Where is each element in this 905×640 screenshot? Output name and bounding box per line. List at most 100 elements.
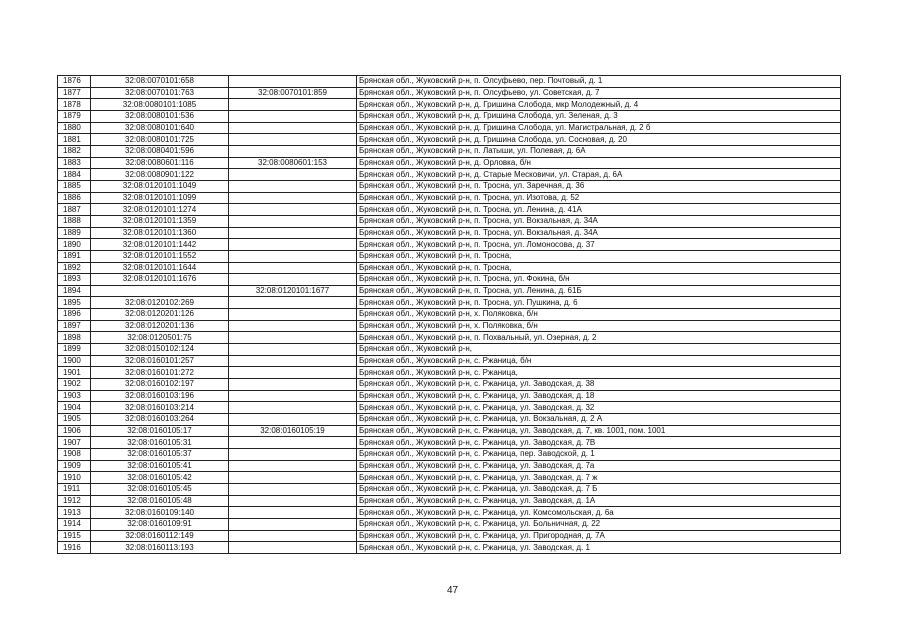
related-cadastral-number-cell (228, 471, 357, 484)
cadastral-number-cell: 32:08:0080101:725 (90, 133, 229, 146)
address-cell: Брянская обл., Жуковский р-н, д. Орловка… (356, 156, 841, 170)
table-body: 1876 32:08:0070101:658 Брянская обл., Жуко… (57, 75, 841, 554)
row-number-cell: 1888 (57, 214, 91, 228)
related-cadastral-number-cell (228, 296, 357, 310)
related-cadastral-number-cell (228, 506, 357, 519)
table-row: 1885 32:08:0120101:1049 Брянская обл., Жук… (57, 179, 841, 193)
row-number-cell: 1913 (57, 506, 91, 519)
address-cell: Брянская обл., Жуковский р-н, с. Ржаница… (356, 506, 841, 519)
related-cadastral-number-cell (228, 448, 357, 461)
table-row: 1909 32:08:0160105:41 Брянская обл., Жуков… (57, 459, 841, 473)
address-cell: Брянская обл., Жуковский р-н, д. Старые … (356, 168, 841, 181)
related-cadastral-number-cell (228, 331, 357, 345)
cadastral-number-cell: 32:08:0080101:640 (90, 121, 229, 135)
address-cell: Брянская обл., Жуковский р-н, с. Ржаница… (356, 354, 841, 368)
row-number-cell: 1887 (57, 203, 91, 216)
address-cell: Брянская обл., Жуковский р-н, п. Тросна, (356, 249, 841, 263)
row-number-cell: 1897 (57, 319, 91, 333)
row-number-cell: 1892 (57, 261, 91, 275)
related-cadastral-number-cell (228, 179, 357, 193)
cadastral-number-cell: 32:08:0120201:126 (90, 308, 229, 321)
address-cell: Брянская обл., Жуковский р-н, с. Ржаница… (356, 471, 841, 484)
row-number-cell: 1893 (57, 273, 91, 286)
table-row: 1891 32:08:0120101:1552 Брянская обл., Жук… (57, 249, 841, 263)
address-cell: Брянская обл., Жуковский р-н, п. Олсуфье… (356, 75, 841, 88)
related-cadastral-number-cell (228, 75, 357, 88)
row-number-cell: 1905 (57, 413, 91, 426)
table-row: 1876 32:08:0070101:658 Брянская обл., Жуко… (57, 75, 841, 88)
table-row: 1889 32:08:0120101:1360 Брянская обл., Жук… (57, 226, 841, 240)
table-row: 1913 32:08:0160109:140 Брянская обл., Жуко… (57, 506, 841, 519)
address-cell: Брянская обл., Жуковский р-н, д. Гришина… (356, 133, 841, 146)
cadastral-number-cell: 32:08:0160102:197 (90, 378, 229, 391)
row-number-cell: 1901 (57, 366, 91, 380)
row-number-cell: 1878 (57, 98, 91, 111)
row-number-cell: 1903 (57, 389, 91, 403)
related-cadastral-number-cell (228, 168, 357, 181)
related-cadastral-number-cell (228, 389, 357, 403)
table-row: 1911 32:08:0160105:45 Брянская обл., Жуков… (57, 482, 841, 496)
address-cell: Брянская обл., Жуковский р-н, с. Ржаница… (356, 482, 841, 496)
cadastral-number-cell: 32:08:0160109:140 (90, 506, 229, 519)
related-cadastral-number-cell (228, 378, 357, 391)
table-row: 1908 32:08:0160105:37 Брянская обл., Жуков… (57, 448, 841, 461)
cadastral-number-cell: 32:08:0160103:264 (90, 413, 229, 426)
address-cell: Брянская обл., Жуковский р-н, п. Тросна,… (356, 203, 841, 216)
cadastral-number-cell: 32:08:0160105:45 (90, 482, 229, 496)
related-cadastral-number-cell (228, 121, 357, 135)
cadastral-number-cell: 32:08:0150102:124 (90, 343, 229, 356)
address-cell: Брянская обл., Жуковский р-н, с. Ржаница… (356, 413, 841, 426)
related-cadastral-number-cell (228, 249, 357, 263)
table-row: 1898 32:08:0120501:75 Брянская обл., Жуков… (57, 331, 841, 345)
cadastral-number-cell: 32:08:0080901:122 (90, 168, 229, 181)
table-row: 1900 32:08:0160101:257 Брянская обл., Жуко… (57, 354, 841, 368)
address-cell: Брянская обл., Жуковский р-н, п. Похваль… (356, 331, 841, 345)
cadastral-number-cell (90, 284, 229, 298)
cadastral-number-cell: 32:08:0160105:42 (90, 471, 229, 484)
row-number-cell: 1902 (57, 378, 91, 391)
property-table: 1876 32:08:0070101:658 Брянская обл., Жуко… (57, 75, 841, 554)
cadastral-number-cell: 32:08:0160105:37 (90, 448, 229, 461)
row-number-cell: 1879 (57, 109, 91, 123)
table-row: 1886 32:08:0120101:1099 Брянская обл., Жук… (57, 191, 841, 205)
cadastral-number-cell: 32:08:0120201:136 (90, 319, 229, 333)
address-cell: Брянская обл., Жуковский р-н, с. Ржаница… (356, 459, 841, 473)
address-cell: Брянская обл., Жуковский р-н, с. Ржаница… (356, 424, 841, 438)
table-row: 1914 32:08:0160109:91 Брянская обл., Жуков… (57, 517, 841, 531)
row-number-cell: 1881 (57, 133, 91, 146)
address-cell: Брянская обл., Жуковский р-н, п. Тросна,… (356, 273, 841, 286)
table-row: 1878 32:08:0080101:1085 Брянская обл., Жук… (57, 98, 841, 111)
address-cell: Брянская обл., Жуковский р-н, с. Ржаница… (356, 541, 841, 554)
cadastral-number-cell: 32:08:0120101:1359 (90, 214, 229, 228)
table-row: 1882 32:08:0080401:596 Брянская обл., Жуко… (57, 144, 841, 158)
cadastral-number-cell: 32:08:0160105:48 (90, 494, 229, 508)
address-cell: Брянская обл., Жуковский р-н, п. Тросна, (356, 261, 841, 275)
row-number-cell: 1891 (57, 249, 91, 263)
related-cadastral-number-cell (228, 436, 357, 449)
page-number: 47 (446, 585, 459, 596)
cadastral-number-cell: 32:08:0160103:214 (90, 401, 229, 415)
cadastral-number-cell: 32:08:0080601:116 (90, 156, 229, 170)
address-cell: Брянская обл., Жуковский р-н, п. Тросна,… (356, 179, 841, 193)
row-number-cell: 1915 (57, 529, 91, 543)
address-cell: Брянская обл., Жуковский р-н, д. Гришина… (356, 109, 841, 123)
cadastral-number-cell: 32:08:0120101:1644 (90, 261, 229, 275)
row-number-cell: 1882 (57, 144, 91, 158)
cadastral-number-cell: 32:08:0120501:75 (90, 331, 229, 345)
cadastral-number-cell: 32:08:0070101:763 (90, 86, 229, 100)
table-row: 1879 32:08:0080101:536 Брянская обл., Жуко… (57, 109, 841, 123)
address-cell: Брянская обл., Жуковский р-н, п. Тросна,… (356, 191, 841, 205)
row-number-cell: 1911 (57, 482, 91, 496)
address-cell: Брянская обл., Жуковский р-н, с. Ржаница… (356, 529, 841, 543)
table-row: 1877 32:08:0070101:763 32:08:0070101:859 Бр… (57, 86, 841, 100)
table-row: 1907 32:08:0160105:31 Брянская обл., Жуков… (57, 436, 841, 449)
cadastral-number-cell: 32:08:0120101:1099 (90, 191, 229, 205)
table-row: 1894 32:08:0120101:1677 Брянская обл., Жук… (57, 284, 841, 298)
cadastral-number-cell: 32:08:0160113:193 (90, 541, 229, 554)
table-row: 1897 32:08:0120201:136 Брянская обл., Жуко… (57, 319, 841, 333)
address-cell: Брянская обл., Жуковский р-н, п. Латыши,… (356, 144, 841, 158)
cadastral-number-cell: 32:08:0160101:257 (90, 354, 229, 368)
table-row: 1893 32:08:0120101:1676 Брянская обл., Жук… (57, 273, 841, 286)
table-row: 1912 32:08:0160105:48 Брянская обл., Жуков… (57, 494, 841, 508)
row-number-cell: 1906 (57, 424, 91, 438)
